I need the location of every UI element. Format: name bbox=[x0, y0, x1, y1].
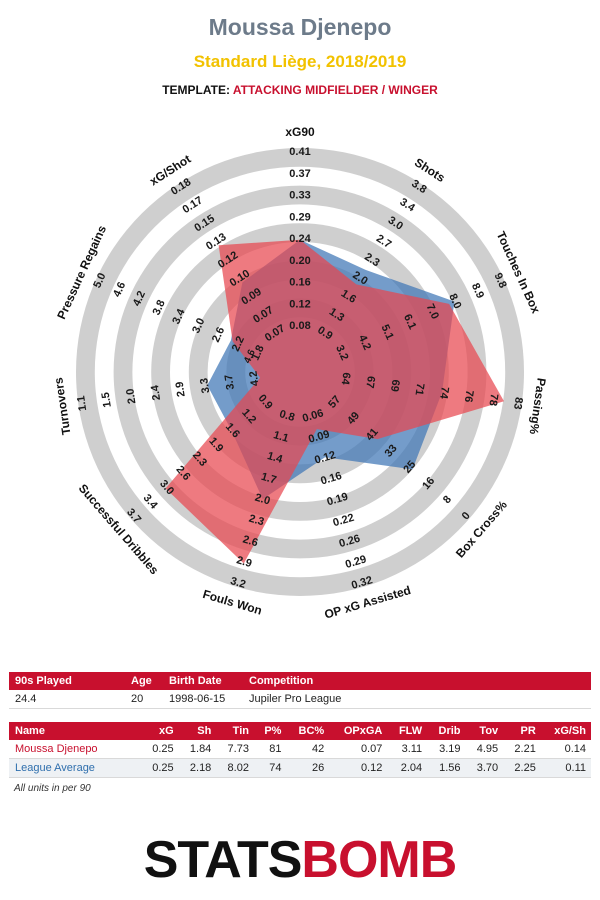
radar-tick-label: 69 bbox=[388, 379, 402, 393]
info-header-row: 90s Played Age Birth Date Competition bbox=[9, 672, 591, 690]
info-header-birth-date: Birth Date bbox=[163, 672, 243, 690]
cell-flw: 3.11 bbox=[387, 740, 427, 759]
radar-tick-label: 0.41 bbox=[289, 146, 310, 158]
cell-drib: 3.19 bbox=[427, 740, 465, 759]
cell-pr: 2.25 bbox=[503, 759, 541, 778]
info-header-competition: Competition bbox=[243, 672, 591, 690]
radar-axis-label: Fouls Won bbox=[201, 587, 264, 618]
cell-p-pct: 81 bbox=[254, 740, 287, 759]
statsbomb-logo: STATSBOMB bbox=[0, 832, 600, 888]
cell-sh: 2.18 bbox=[179, 759, 217, 778]
radar-tick-label: 0.12 bbox=[289, 298, 310, 310]
stats-header-xg: xG bbox=[141, 722, 179, 740]
stats-header-pr: PR bbox=[503, 722, 541, 740]
radar-tick-label: 0.33 bbox=[289, 190, 310, 202]
stats-table: Name xG Sh Tin P% BC% OPxGA FLW Drib Tov… bbox=[9, 722, 591, 778]
radar-tick-label: 0.24 bbox=[289, 233, 311, 245]
radar-tick-label: 3.3 bbox=[198, 377, 212, 394]
stats-header-drib: Drib bbox=[427, 722, 465, 740]
stats-header-flw: FLW bbox=[387, 722, 427, 740]
cell-name: Moussa Djenepo bbox=[9, 740, 141, 759]
radar-tick-label: 71 bbox=[412, 382, 426, 396]
info-header-age: Age bbox=[125, 672, 163, 690]
radar-tick-label: 1.1 bbox=[75, 395, 89, 412]
stats-header-opxga: OPxGA bbox=[329, 722, 387, 740]
radar-tick-label: 0.08 bbox=[289, 320, 310, 332]
radar-axis-label: Passing% bbox=[527, 377, 549, 435]
cell-pr: 2.21 bbox=[503, 740, 541, 759]
cell-sh: 1.84 bbox=[179, 740, 217, 759]
radar-tick-label: 67 bbox=[363, 375, 377, 389]
player-info-table: 90s Played Age Birth Date Competition 24… bbox=[9, 672, 591, 709]
units-note: All units in per 90 bbox=[14, 783, 91, 794]
cell-xg-sh: 0.11 bbox=[541, 759, 591, 778]
radar-tick-label: 4.2 bbox=[247, 370, 261, 387]
cell-bc-pct: 26 bbox=[286, 759, 329, 778]
radar-tick-label: 2.0 bbox=[124, 388, 138, 405]
cell-xg: 0.25 bbox=[141, 759, 179, 778]
info-row: 24.4 20 1998-06-15 Jupiler Pro League bbox=[9, 690, 591, 709]
radar-tick-label: 0.37 bbox=[289, 168, 310, 180]
radar-tick-label: 2.9 bbox=[174, 381, 188, 398]
info-competition: Jupiler Pro League bbox=[243, 690, 591, 709]
radar-axis-label: xG90 bbox=[285, 125, 315, 139]
cell-p-pct: 74 bbox=[254, 759, 287, 778]
radar-tick-label: 76 bbox=[462, 389, 476, 403]
cell-opxga: 0.12 bbox=[329, 759, 387, 778]
table-row-player: Moussa Djenepo 0.25 1.84 7.73 81 42 0.07… bbox=[9, 740, 591, 759]
radar-tick-label: 0.29 bbox=[289, 211, 310, 223]
radar-tick-label: 2.4 bbox=[149, 383, 163, 401]
stats-header-bc-pct: BC% bbox=[286, 722, 329, 740]
radar-axis-label: Turnovers bbox=[51, 376, 73, 436]
cell-tov: 4.95 bbox=[466, 740, 504, 759]
info-90s-played: 24.4 bbox=[9, 690, 125, 709]
radar-tick-label: 0.16 bbox=[289, 277, 310, 289]
cell-name: League Average bbox=[9, 759, 141, 778]
cell-opxga: 0.07 bbox=[329, 740, 387, 759]
template-value: ATTACKING MIDFIELDER / WINGER bbox=[233, 83, 438, 97]
player-name: Moussa Djenepo bbox=[0, 14, 600, 41]
logo-stats: STATS bbox=[144, 831, 302, 889]
stats-header-sh: Sh bbox=[179, 722, 217, 740]
radar-tick-label: 78 bbox=[486, 393, 500, 407]
cell-tin: 8.02 bbox=[216, 759, 254, 778]
cell-flw: 2.04 bbox=[387, 759, 427, 778]
stats-header-row: Name xG Sh Tin P% BC% OPxGA FLW Drib Tov… bbox=[9, 722, 591, 740]
logo-bomb: BOMB bbox=[301, 831, 456, 889]
radar-tick-label: 3.7 bbox=[223, 374, 237, 391]
cell-drib: 1.56 bbox=[427, 759, 465, 778]
stats-header-p-pct: P% bbox=[254, 722, 287, 740]
radar-tick-label: 0.20 bbox=[289, 255, 310, 267]
table-row-league: League Average 0.25 2.18 8.02 74 26 0.12… bbox=[9, 759, 591, 778]
info-age: 20 bbox=[125, 690, 163, 709]
stats-header-tov: Tov bbox=[466, 722, 504, 740]
cell-xg: 0.25 bbox=[141, 740, 179, 759]
stats-header-xg-sh: xG/Sh bbox=[541, 722, 591, 740]
cell-xg-sh: 0.14 bbox=[541, 740, 591, 759]
radar-tick-label: 1.5 bbox=[100, 391, 114, 408]
template-line: TEMPLATE: ATTACKING MIDFIELDER / WINGER bbox=[0, 83, 600, 97]
info-birth-date: 1998-06-15 bbox=[163, 690, 243, 709]
club-season: Standard Liège, 2018/2019 bbox=[0, 52, 600, 72]
cell-tov: 3.70 bbox=[466, 759, 504, 778]
cell-tin: 7.73 bbox=[216, 740, 254, 759]
cell-bc-pct: 42 bbox=[286, 740, 329, 759]
radar-tick-label: 83 bbox=[511, 396, 525, 410]
template-label: TEMPLATE: bbox=[162, 83, 230, 97]
stats-header-name: Name bbox=[9, 722, 141, 740]
info-header-90s: 90s Played bbox=[9, 672, 125, 690]
stats-header-tin: Tin bbox=[216, 722, 254, 740]
radar-chart: 0.08 0.12 0.16 0.20 0.24 0.29 0.33 0.37 0.41 xG90… bbox=[0, 100, 600, 645]
